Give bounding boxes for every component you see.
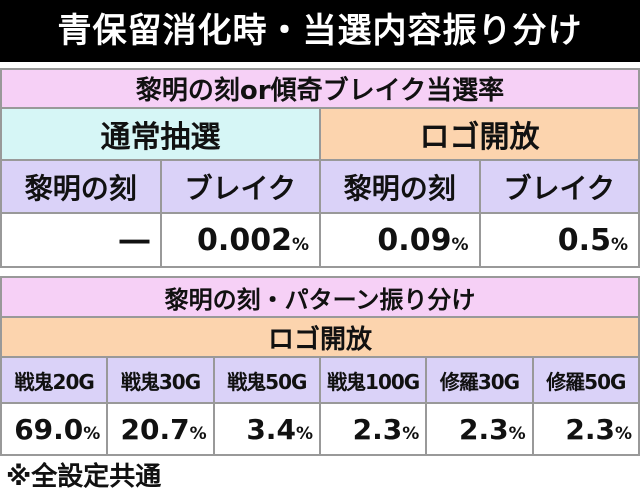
unit: % [451, 234, 469, 255]
title: 青保留消化時・当選内容振り分け [0, 0, 640, 62]
unit: % [610, 234, 628, 255]
value: 0.002 [197, 222, 292, 258]
value-cell: 0.09% [319, 212, 481, 268]
column-header: ブレイク [478, 159, 640, 214]
value: 20.7 [120, 412, 190, 446]
column-header: 戦鬼30G [106, 356, 215, 404]
unit: % [295, 423, 313, 444]
table-title: 黎明の刻・パターン振り分け [0, 276, 640, 318]
group-header: ロゴ開放 [0, 316, 640, 358]
value-cell: 3.4% [212, 402, 321, 456]
unit: % [83, 423, 101, 444]
column-header: 修羅50G [531, 356, 640, 404]
table-title: 黎明の刻or傾奇ブレイク当選率 [0, 68, 640, 109]
value-cell: 0.002% [159, 212, 321, 268]
value: ― [119, 222, 150, 258]
group-header: ロゴ開放 [319, 107, 640, 161]
rate-table: 黎明の刻or傾奇ブレイク当選率 通常抽選 ロゴ開放 黎明の刻 ブレイク 黎明の刻 ブレ… [0, 68, 640, 268]
value: 2.3 [352, 412, 403, 446]
unit: % [508, 423, 526, 444]
value-cell: 69.0% [0, 402, 109, 456]
pattern-table: 黎明の刻・パターン振り分け ロゴ開放 戦鬼20G 戦鬼30G 戦鬼50G 戦鬼100G… [0, 276, 640, 456]
value: 0.5 [557, 222, 611, 258]
value: 3.4 [246, 412, 296, 446]
value: 69.0 [14, 412, 84, 446]
footnote: ※全設定共通 [6, 462, 162, 492]
column-header: 戦鬼100G [318, 356, 428, 404]
column-header: 黎明の刻 [319, 159, 481, 214]
value: 2.3 [565, 412, 615, 446]
value-cell: ― [0, 212, 162, 268]
column-header: 戦鬼50G [212, 356, 321, 404]
value-cell: 2.3% [531, 402, 640, 456]
column-header: 修羅30G [425, 356, 534, 404]
unit: % [291, 234, 309, 255]
column-header: ブレイク [159, 159, 321, 214]
unit: % [189, 423, 207, 444]
value-cell: 2.3% [425, 402, 534, 456]
value-cell: 20.7% [106, 402, 215, 456]
value: 0.09 [377, 222, 452, 258]
value: 2.3 [458, 412, 509, 446]
value-cell: 0.5% [478, 212, 640, 268]
value-cell: 2.3% [318, 402, 428, 456]
column-header: 戦鬼20G [0, 356, 109, 404]
column-header: 黎明の刻 [0, 159, 162, 214]
unit: % [614, 423, 632, 444]
group-header: 通常抽選 [0, 107, 321, 161]
unit: % [402, 423, 420, 444]
